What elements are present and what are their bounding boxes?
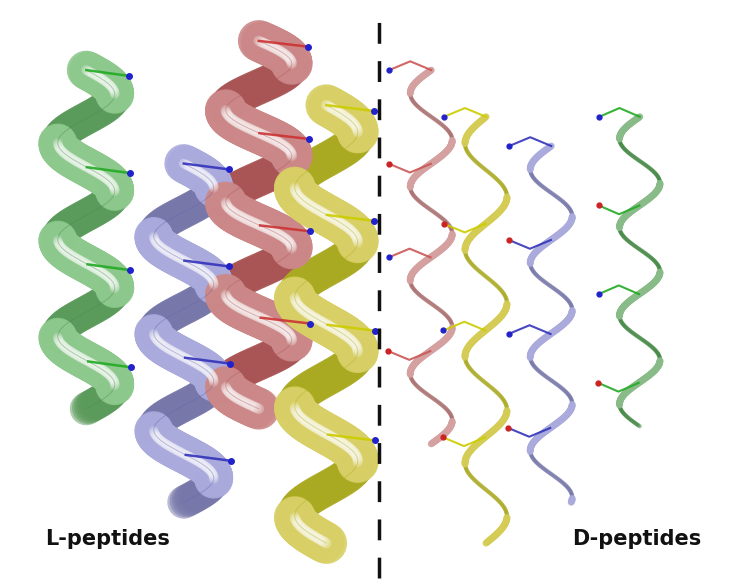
Text: D-peptides: D-peptides [572, 529, 701, 549]
Text: L-peptides: L-peptides [45, 529, 170, 549]
